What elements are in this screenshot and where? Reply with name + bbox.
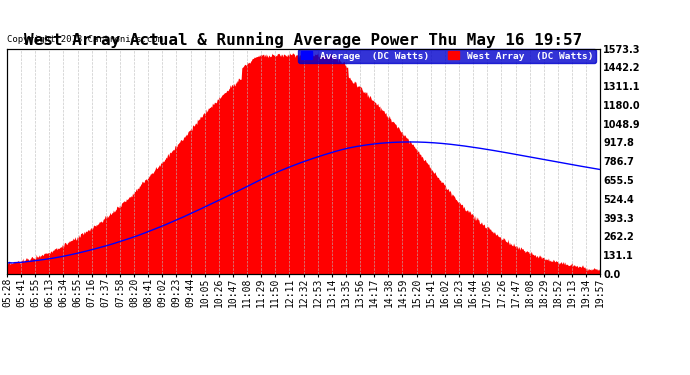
Legend: Average  (DC Watts), West Array  (DC Watts): Average (DC Watts), West Array (DC Watts… <box>299 49 595 63</box>
Title: West Array Actual & Running Average Power Thu May 16 19:57: West Array Actual & Running Average Powe… <box>24 32 583 48</box>
Text: Copyright 2013 Cartronics.com: Copyright 2013 Cartronics.com <box>7 35 163 44</box>
